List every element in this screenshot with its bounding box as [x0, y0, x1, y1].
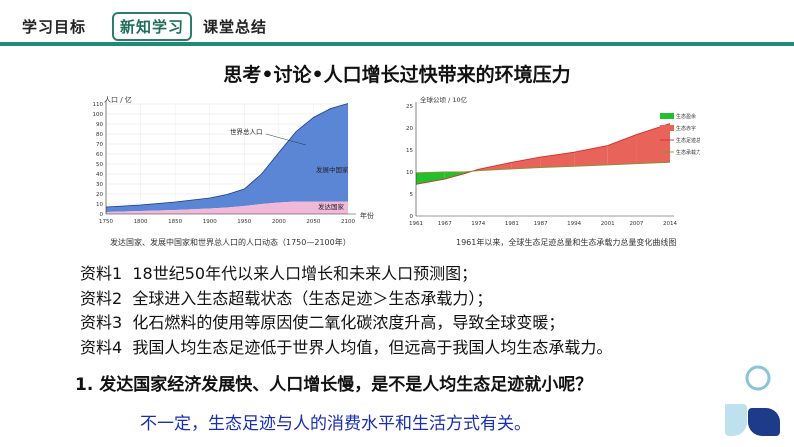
population-chart: 0 10 20 30 40 50 60 70 80 90 100 110 1750 1800 1850 190… — [93, 95, 375, 225]
annotation-developed: 发达国家 — [318, 202, 345, 211]
x-tick-label: 2014 — [663, 221, 677, 227]
y-tick-label: 20 — [96, 192, 103, 198]
line-world-total — [105, 103, 349, 208]
deco-leaf-icon — [725, 404, 747, 436]
y-tick-label: 80 — [96, 132, 103, 138]
source-item: 资料4 我国人均生态足迹低于世界人均值，但远高于我国人均生态承载力。 — [80, 337, 613, 357]
legend-label: 生态承载力总量 — [676, 149, 700, 156]
deco-circle-icon — [745, 365, 771, 391]
y-tick-label: 90 — [96, 122, 103, 128]
legend-swatch — [660, 125, 674, 131]
x-tick-label: 2050 — [306, 219, 320, 225]
line-footprint — [415, 123, 671, 185]
y-tick-label: 25 — [406, 104, 413, 110]
x-tick-label: 1974 — [471, 221, 485, 227]
y-tick-label: 70 — [96, 142, 103, 148]
annotation-world-leader — [265, 133, 307, 146]
deficit-area — [511, 157, 541, 169]
y-tick-label: 15 — [406, 148, 413, 154]
top-nav: 学习目标 新知学习 课堂总结 — [0, 8, 794, 42]
x-tick-label: 1967 — [438, 221, 452, 227]
y-tick-label: 20 — [406, 126, 413, 132]
x-tick-label: 2000 — [272, 219, 286, 225]
x-tick-label: 1987 — [534, 221, 548, 227]
x-tick-label: 1850 — [168, 219, 182, 225]
x-axis-label: 年份 — [360, 211, 374, 220]
footprint-chart-caption: 1961年以来，全球生态足迹总量和生态承载力总量变化曲线图 — [456, 238, 677, 247]
area-developed — [106, 201, 348, 214]
page-title: 思考•讨论•人口增长过快带来的环境压力 — [223, 64, 571, 86]
x-tick-label: 2100 — [341, 219, 355, 225]
y-tick-label: 30 — [96, 182, 103, 188]
x-tick-label: 2001 — [601, 221, 615, 227]
y-tick-label: 5 — [410, 192, 414, 198]
x-tick-label: 1981 — [505, 221, 519, 227]
y-tick-label: 110 — [93, 102, 104, 108]
annotation-developing: 发展中国家 — [316, 165, 349, 174]
ecological-footprint-chart: 0 5 10 15 20 25 1961 1967 1974 1981 1987 1994 2001 20… — [406, 95, 700, 227]
legend-label: 生态足迹总量 — [676, 137, 700, 144]
legend-label: 生态盈余 — [676, 113, 696, 120]
x-tick-label: 1961 — [409, 221, 423, 227]
deficit-area — [607, 134, 637, 165]
question: 1. 发达国家经济发展快、人口增长慢，是不是人均生态足迹就小呢？ — [75, 375, 593, 395]
y-tick-label: 10 — [406, 170, 413, 176]
source-item: 资料3 化石燃料的使用等原因使二氧化碳浓度升高，导致全球变暖； — [80, 313, 565, 332]
nav-divider — [0, 42, 794, 46]
y-tick-label: 100 — [93, 112, 104, 118]
answer: 不一定，生态足迹与人的消费水平和生活方式有关。 — [140, 414, 531, 434]
y-tick-label: 0 — [100, 212, 104, 218]
source-item: 资料2 全球进入生态超载状态（生态足迹＞生态承载力）； — [80, 288, 493, 308]
annotation-world: 世界总人口 — [230, 127, 263, 136]
x-tick-label: 2007 — [629, 221, 643, 227]
tab-new-knowledge[interactable]: 新知学习 — [112, 12, 193, 41]
decorative-shapes — [725, 365, 780, 436]
deficit-area — [636, 123, 670, 164]
x-tick-label: 1994 — [567, 221, 581, 227]
legend-label: 生态赤字 — [676, 125, 696, 132]
source-item: 资料1 18世纪50年代以来人口增长和未来人口预测图； — [80, 264, 478, 283]
x-tick-label: 1750 — [99, 219, 113, 225]
tab-learning-goals[interactable]: 学习目标 — [22, 18, 87, 36]
x-tick-label: 1900 — [203, 219, 217, 225]
y-tick-label: 50 — [96, 162, 103, 168]
x-tick-label: 1950 — [237, 219, 251, 225]
y-tick-label: 10 — [96, 202, 103, 208]
y-tick-label: 60 — [96, 152, 103, 158]
tab-class-summary[interactable]: 课堂总结 — [203, 18, 268, 36]
y-tick-label: 40 — [96, 172, 103, 178]
x-tick-label: 1800 — [134, 219, 148, 225]
source-list: 资料1 18世纪50年代以来人口增长和未来人口预测图； 资料2 全球进入生态超载… — [80, 262, 612, 360]
population-chart-caption: 发达国家、发展中国家和世界总人口的人口动态（1750—2100年） — [110, 238, 351, 247]
area-developing — [106, 103, 348, 212]
y-axis-label: 全球公顷 / 10亿 — [420, 95, 468, 104]
surplus-area — [416, 172, 445, 185]
deco-drop-icon — [748, 408, 780, 436]
line-biocapacity — [415, 161, 671, 174]
legend-swatch — [660, 113, 674, 119]
y-tick-label: 0 — [410, 214, 414, 220]
y-axis-label: 人口 / 亿 — [104, 95, 132, 104]
